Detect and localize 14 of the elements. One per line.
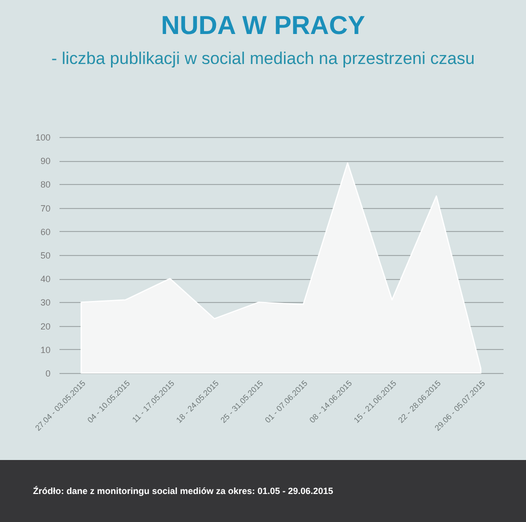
y-tick-label: 40 <box>40 274 50 284</box>
y-tick-label: 70 <box>40 203 50 214</box>
y-tick-label: 100 <box>35 132 50 142</box>
text: Źródło: dane z monitoringu social mediów za okres: 01.05 - 29.06.2015 <box>33 486 334 496</box>
y-tick-label: 90 <box>40 156 50 166</box>
y-tick-label: 80 <box>40 180 50 190</box>
y-tick-label: 0 <box>45 368 50 378</box>
chart-title: NUDA W PRACY <box>160 10 366 40</box>
y-tick-label: 60 <box>40 226 50 237</box>
y-tick-label: 10 <box>40 344 50 355</box>
y-tick-label: 30 <box>40 298 50 308</box>
y-tick-label: 50 <box>40 250 50 260</box>
y-tick-label: 20 <box>40 321 50 332</box>
chart-subtitle: - liczba publikacji w social mediach na przestrzeni czasu <box>51 49 475 68</box>
